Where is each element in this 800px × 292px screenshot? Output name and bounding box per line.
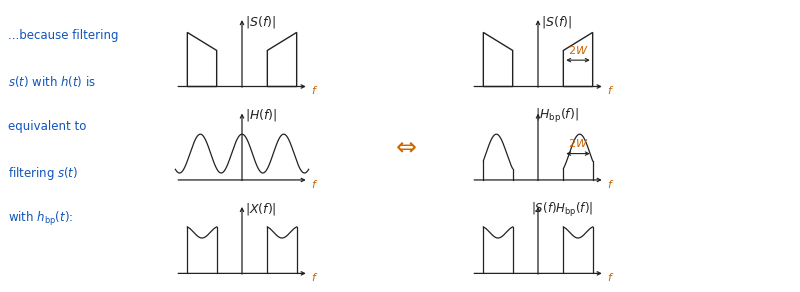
Text: equivalent to: equivalent to — [8, 120, 86, 133]
Text: $|S(f)H_{\mathrm{bp}}(f)|$: $|S(f)H_{\mathrm{bp}}(f)|$ — [531, 201, 594, 219]
Text: $2W$: $2W$ — [568, 138, 588, 150]
Text: $f$: $f$ — [606, 84, 614, 96]
Text: $|X(f)|$: $|X(f)|$ — [245, 201, 276, 217]
Text: $f$: $f$ — [606, 271, 614, 283]
Text: $\Leftrightarrow$: $\Leftrightarrow$ — [390, 134, 418, 158]
Text: with $h_{\mathrm{bp}}(t)$:: with $h_{\mathrm{bp}}(t)$: — [8, 210, 74, 228]
Text: $|S(f)|$: $|S(f)|$ — [541, 14, 571, 30]
Text: $|H_{\mathrm{bp}}(f)|$: $|H_{\mathrm{bp}}(f)|$ — [534, 107, 578, 125]
Text: $|S(f)|$: $|S(f)|$ — [245, 14, 275, 30]
Text: $f$: $f$ — [310, 84, 318, 96]
Text: $f$: $f$ — [310, 271, 318, 283]
Text: filtering $s(t)$: filtering $s(t)$ — [8, 165, 78, 182]
Text: $2W$: $2W$ — [568, 44, 588, 56]
Text: ...because filtering: ...because filtering — [8, 29, 118, 42]
Text: $s(t)$ with $h(t)$ is: $s(t)$ with $h(t)$ is — [8, 74, 96, 89]
Text: $f$: $f$ — [310, 178, 318, 190]
Text: $|H(f)|$: $|H(f)|$ — [245, 107, 277, 123]
Text: $f$: $f$ — [606, 178, 614, 190]
